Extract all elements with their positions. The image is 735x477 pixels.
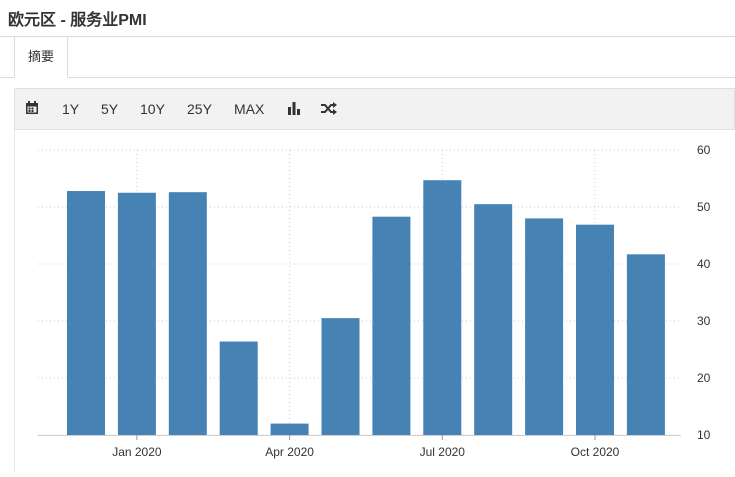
bar-aug-2020 [474,204,513,435]
y-tick-label: 60 [697,143,711,157]
bar-feb-2020 [168,192,207,435]
title-bar: 欧元区 - 服务业PMI [0,0,735,36]
bar-apr-2020 [270,423,309,435]
y-tick-label: 10 [697,428,711,442]
page-title: 欧元区 - 服务业PMI [8,12,147,29]
chart-area: 10 20 30 40 50 60 Jan 2020 Apr 2020 Jul 2020 Oct … [14,130,735,472]
bar-oct-2020 [576,224,614,435]
x-tick-label: Jul 2020 [420,445,466,459]
bar-may-2020 [321,318,360,435]
range-5y-button[interactable]: 5Y [101,101,119,117]
tab-bar: 摘要 [0,36,735,78]
bar-mar-2020 [219,341,258,435]
bar-jul-2020 [423,180,462,435]
bar-jan-2020 [117,192,156,435]
range-1y-button[interactable]: 1Y [62,101,80,117]
bar-chart: 10 20 30 40 50 60 Jan 2020 Apr 2020 Jul 2020 Oct … [38,143,711,459]
bar-chart-icon[interactable] [287,102,301,120]
bar-jun-2020 [372,216,411,435]
x-tick-label: Apr 2020 [265,445,314,459]
y-tick-label: 30 [697,314,711,328]
x-tick-label: Oct 2020 [571,445,620,459]
shuffle-icon[interactable] [321,102,337,120]
bar-nov-2020 [626,254,665,435]
calendar-icon[interactable] [25,101,39,120]
bar-dec-2019 [67,191,105,435]
bar-sep-2020 [525,218,564,435]
y-tick-label: 20 [697,371,711,385]
range-10y-button[interactable]: 10Y [140,101,165,117]
range-max-button[interactable]: MAX [234,101,265,117]
chart-toolbar: 1Y 5Y 10Y 25Y MAX [14,88,735,130]
y-tick-label: 40 [697,257,711,271]
tab-summary[interactable]: 摘要 [14,36,68,78]
y-tick-label: 50 [697,200,711,214]
x-tick-label: Jan 2020 [112,445,162,459]
range-25y-button[interactable]: 25Y [187,101,212,117]
